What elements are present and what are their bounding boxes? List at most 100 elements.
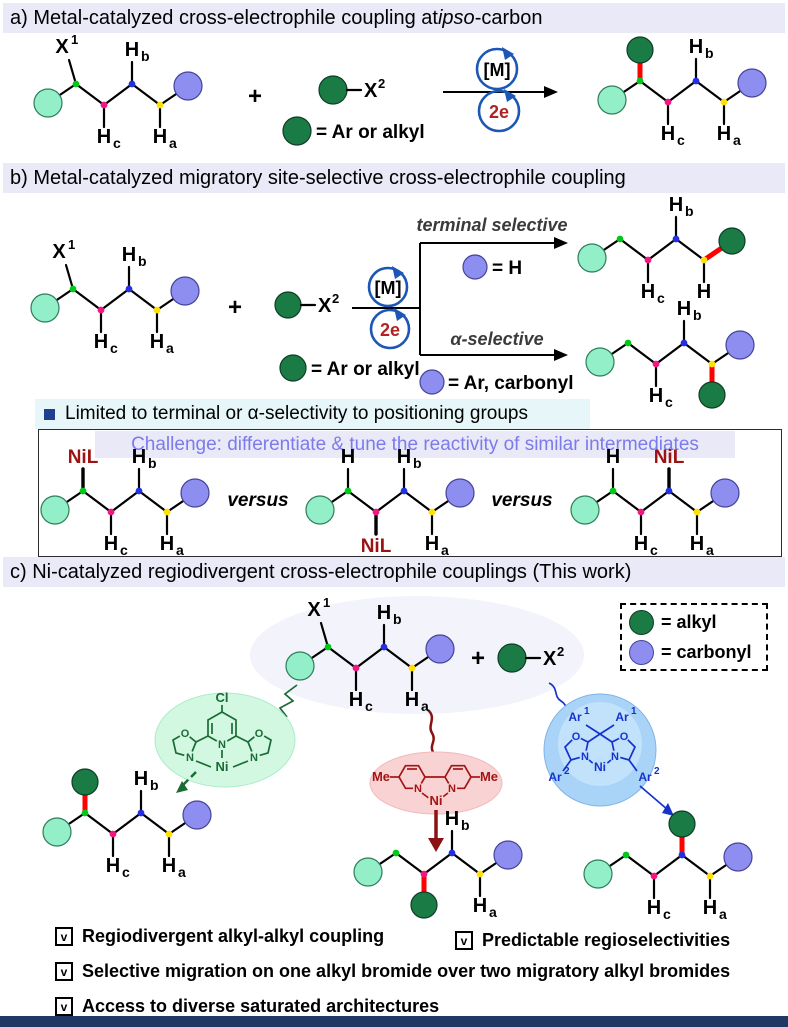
bond bbox=[155, 289, 187, 312]
label-bg bbox=[570, 730, 582, 742]
chain-dot bbox=[672, 235, 680, 243]
plus-sign: + bbox=[228, 294, 242, 321]
bond bbox=[421, 792, 431, 800]
bipyridine-nickel-ligand: Me Me N N Ni bbox=[369, 751, 503, 852]
two-electron-label: 2e bbox=[380, 320, 400, 340]
bond bbox=[55, 811, 87, 834]
atom-label: b bbox=[393, 611, 402, 627]
bond bbox=[382, 645, 414, 670]
chain-dot bbox=[652, 360, 660, 368]
atom-label: c bbox=[663, 906, 671, 922]
label-bg bbox=[446, 782, 457, 794]
label-bg bbox=[618, 730, 630, 742]
x2-label: X bbox=[364, 80, 378, 102]
alpha-eq-label: = Ar, carbonyl bbox=[448, 373, 574, 394]
chain-dot bbox=[636, 77, 644, 85]
bond bbox=[99, 287, 131, 312]
challenge-text: Challenge: differentiate & tune the reac… bbox=[131, 433, 699, 455]
checkbox-icon: v bbox=[55, 997, 73, 1016]
atom-label: c bbox=[665, 394, 673, 410]
atom-label: X bbox=[55, 36, 69, 58]
chain-dot bbox=[476, 870, 484, 878]
box-nickel-ligand: Ar 1 Ar 1 O N O N Ar 2 Ar 2 bbox=[543, 693, 674, 816]
atom-label: c bbox=[113, 135, 121, 151]
bullet-selective-migration: v Selective migration on one alkyl bromi… bbox=[55, 961, 730, 982]
oxygen-label: O bbox=[620, 731, 629, 743]
oxygen-label: O bbox=[181, 728, 190, 740]
bond bbox=[680, 853, 712, 878]
bond bbox=[666, 79, 698, 104]
carbonyl-group-circle bbox=[182, 800, 212, 830]
atom-label: H bbox=[661, 123, 675, 145]
section-a-title-italic: ipso bbox=[437, 6, 475, 29]
atom-label: H bbox=[647, 897, 661, 919]
atom-label: 1 bbox=[68, 237, 75, 252]
bullet-text: Regiodivergent alkyl-alkyl coupling bbox=[82, 926, 385, 946]
atom-label: H bbox=[97, 126, 111, 148]
section-c-header: c) Ni-catalyzed regiodivergent cross-ele… bbox=[3, 557, 785, 587]
scheme-a: + X 2 = Ar or alkyl [M] 2e bbox=[248, 47, 558, 146]
label-bg bbox=[609, 750, 621, 762]
section-b-header: b) Metal-catalyzed migratory site-select… bbox=[3, 163, 785, 193]
bond bbox=[638, 79, 670, 104]
mint-group-circle bbox=[597, 85, 627, 115]
atom-label: c bbox=[657, 290, 665, 306]
atom-label: a bbox=[421, 698, 429, 714]
alkyl-group-circle bbox=[668, 810, 696, 838]
bond bbox=[366, 851, 398, 874]
bond bbox=[585, 724, 601, 735]
atom-label: b bbox=[150, 777, 159, 793]
atom-label: a bbox=[178, 864, 186, 880]
atom-label: c bbox=[365, 698, 373, 714]
bond bbox=[598, 341, 630, 364]
oxazoline-ring bbox=[172, 731, 209, 759]
atom-label: H bbox=[405, 689, 419, 711]
carbonyl-group-circle bbox=[493, 840, 523, 870]
square-bullet-icon bbox=[44, 408, 55, 420]
atom-label: b bbox=[461, 817, 470, 833]
atom-label: H bbox=[473, 895, 487, 917]
section-a-title: a) Metal-catalyzed cross-electrophile co… bbox=[10, 6, 438, 29]
section-b-title: b) Metal-catalyzed migratory site-select… bbox=[10, 166, 626, 189]
chain-dot bbox=[81, 809, 89, 817]
limitation-text: Limited to terminal or α-selectivity to … bbox=[65, 403, 528, 424]
atom-label: H bbox=[717, 123, 731, 145]
carbonyl-group-circle bbox=[737, 68, 767, 98]
atom-label: H bbox=[122, 244, 136, 266]
bond bbox=[588, 759, 596, 766]
label-bg bbox=[579, 750, 591, 762]
cycle-arrowhead bbox=[502, 47, 514, 60]
bond bbox=[139, 811, 171, 836]
ar2-sup: 2 bbox=[654, 766, 660, 777]
section-a-title-end: -carbon bbox=[474, 6, 543, 29]
nickel-label: Ni bbox=[216, 759, 229, 774]
chain-dot bbox=[616, 235, 624, 243]
bond bbox=[111, 811, 143, 836]
bond bbox=[298, 645, 330, 668]
chain-dot bbox=[708, 360, 716, 368]
bond bbox=[422, 851, 454, 876]
chain-dot bbox=[97, 306, 105, 314]
blue-circle bbox=[543, 693, 657, 807]
atom-label: H bbox=[703, 897, 717, 919]
bond bbox=[626, 341, 658, 366]
alpha-selective-label: α-selective bbox=[450, 329, 543, 349]
ar2-label: Ar bbox=[638, 770, 652, 784]
atom-label: H bbox=[134, 768, 148, 790]
alkyl-circle bbox=[497, 643, 527, 673]
alkyl-circle bbox=[318, 75, 348, 105]
chain-dot bbox=[380, 643, 388, 651]
blue-product-arrow bbox=[639, 785, 669, 811]
alkyl-group-circle bbox=[626, 36, 654, 64]
nitrogen-label: N bbox=[448, 783, 456, 795]
green-product-arrow bbox=[180, 771, 197, 788]
bond bbox=[43, 287, 75, 310]
bullet-text: Selective migration on one alkyl bromide… bbox=[82, 961, 731, 981]
atom-label: H bbox=[125, 39, 139, 61]
chain-dot bbox=[622, 851, 630, 859]
label-bg bbox=[214, 758, 230, 774]
bond bbox=[450, 851, 482, 876]
chain-dot bbox=[324, 643, 332, 651]
bullet-regiodivergent: v Regiodivergent alkyl-alkyl coupling bbox=[55, 926, 384, 947]
